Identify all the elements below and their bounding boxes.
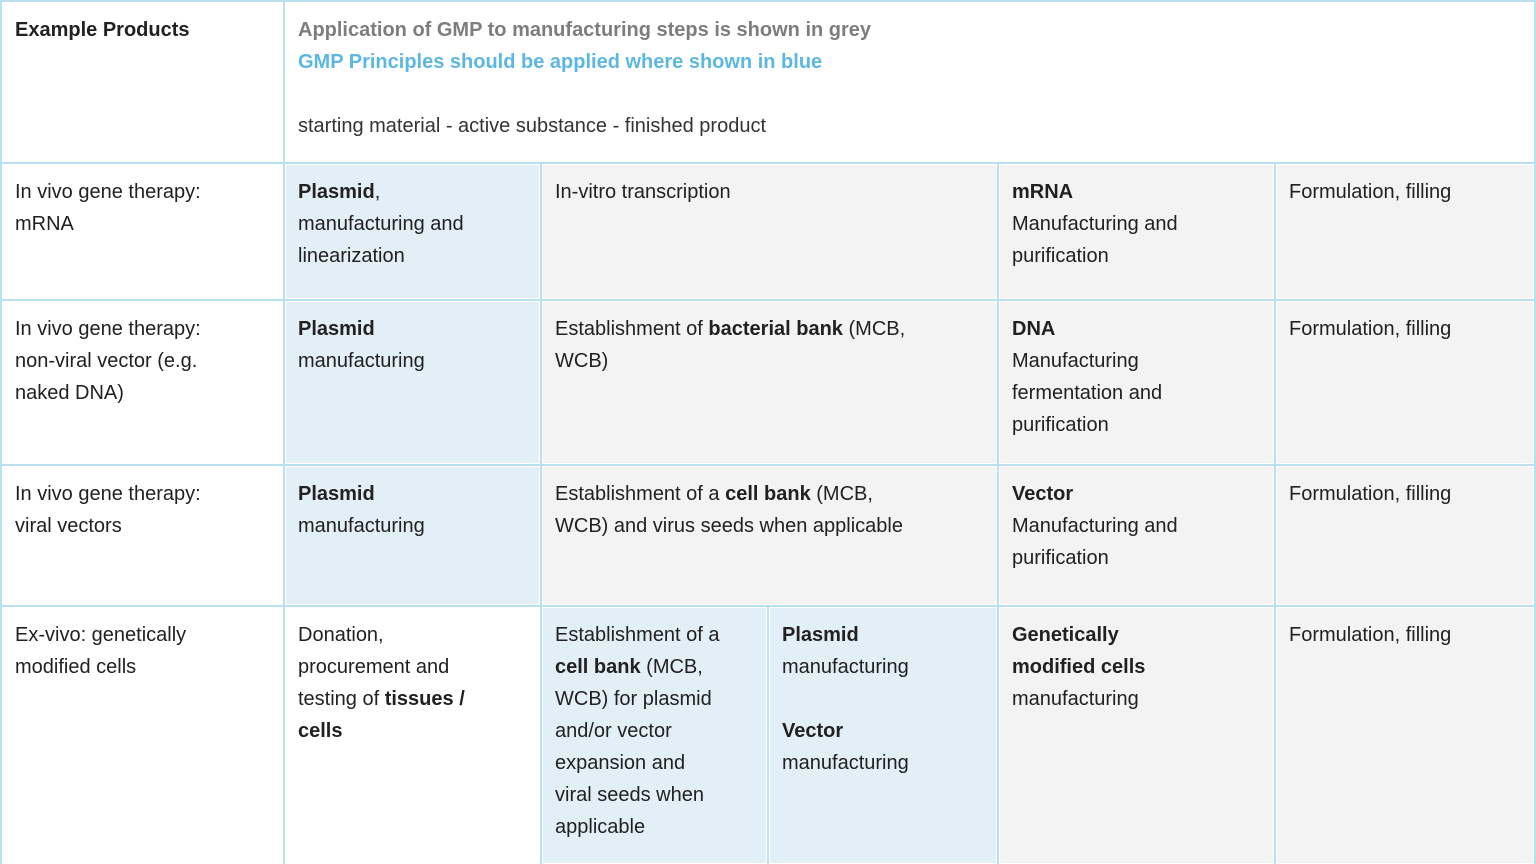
cell-text-segment: In vivo gene therapy: [15,483,201,505]
cell-text-segment: Formulation, filling [1289,181,1452,203]
cell-text-segment: modified cells [1012,656,1146,678]
table-cell-r3c3: Establishment of a cell bank (MCB, WCB) a… [542,466,997,605]
table-cell-r2c4: DNA Manufacturing fermentation and purifica… [999,301,1274,464]
table-cell-r2c2: Plasmid manufacturing [285,301,540,464]
cell-text-segment: purification [1012,547,1109,569]
cell-text-segment: testing of [298,688,385,710]
cell-text-segment: mRNA [15,213,74,235]
cell-text-segment: Establishment of a [555,483,726,505]
cell-text-segment: applicable [555,816,646,838]
cell-text-segment: Ex-vivo: genetically [15,624,187,646]
cell-text-segment: Establishment of [555,318,709,340]
cell-text-segment: and/or vector [555,720,672,742]
table-cell-r2c1: In vivo gene therapy: non-viral vector (e… [2,301,283,464]
cell-text-segment: WCB) [555,350,609,372]
cell-text-segment: cell bank [725,483,811,505]
cell-text-segment: cells [298,720,343,742]
cell-text-segment: manufacturing [1012,688,1139,710]
cell-text-segment: Manufacturing and [1012,213,1178,235]
cell-text-segment: Formulation, filling [1289,318,1452,340]
table-cell-r2c5: Formulation, filling [1276,301,1534,464]
cell-text-segment: Vector [782,720,844,742]
table-cell-r2c3: Establishment of bacterial bank (MCB, WCB… [542,301,997,464]
cell-text-segment: Plasmid [782,624,859,646]
cell-text-segment: In vivo gene therapy: [15,181,201,203]
cell-text-segment: purification [1012,245,1109,267]
cell-text-segment: viral vectors [15,515,122,537]
cell-text-segment: DNA [1012,318,1056,340]
cell-text-segment: viral seeds when [555,784,704,806]
cell-text-segment: linearization [298,245,405,267]
cell-text-segment: Donation, [298,624,384,646]
cell-text-segment: manufacturing [298,350,425,372]
cell-text-segment: Manufacturing [1012,350,1139,372]
cell-text-segment: Plasmid [298,318,375,340]
cell-text-segment: Manufacturing and [1012,515,1178,537]
cell-text-segment: modified cells [15,656,137,678]
cell-text-segment: bacterial bank [708,318,843,340]
cell-text-segment: Plasmid [298,181,375,203]
cell-text-segment: cell bank [555,656,641,678]
cell-text-segment: (MCB, [640,656,703,678]
cell-text-segment: naked DNA) [15,382,124,404]
cell-text-segment: Formulation, filling [1289,624,1452,646]
table-cell-r3c5: Formulation, filling [1276,466,1534,605]
cell-text-segment: Vector [1012,483,1074,505]
cell-text-segment: purification [1012,414,1109,436]
cell-text-segment: procurement and [298,656,450,678]
example-products-label: Example Products [15,19,190,41]
cell-text-segment: , [374,181,381,203]
cell-text-segment: (MCB, [842,318,906,340]
cell-text-segment: In-vitro transcription [555,181,731,203]
legend-blue-note: GMP Principles should be applied where s… [298,51,823,73]
table-cell-r4c4: Plasmid manufacturing Vector manufacturing [769,607,997,864]
cell-text-segment: WCB) and virus seeds when applicable [555,515,903,537]
cell-text-segment: In vivo gene therapy: [15,318,201,340]
table-cell-r4c1: Ex-vivo: genetically modified cells [2,607,283,864]
cell-text-segment: mRNA [1012,181,1074,203]
table-cell-r4c3: Establishment of a cell bank (MCB, WCB) fo… [542,607,767,864]
table-cell-r1c5: Formulation, filling [1276,164,1534,299]
cell-text-segment: Plasmid [298,483,375,505]
cell-text-segment: expansion and [555,752,686,774]
table-cell-r3c1: In vivo gene therapy: viral vectors [2,466,283,605]
table-cell-r3c4: Vector Manufacturing and purification [999,466,1274,605]
cell-text-segment: Formulation, filling [1289,483,1452,505]
table-cell-r3c2: Plasmid manufacturing [285,466,540,605]
legend-grey-note: Application of GMP to manufacturing step… [298,19,872,41]
cell-text-segment: manufacturing [782,752,909,774]
cell-text-segment: WCB) for plasmid [555,688,712,710]
cell-text-segment: non-viral vector (e.g. [15,350,198,372]
cell-text-segment: tissues / [384,688,465,710]
cell-text-segment: Establishment of a [555,624,720,646]
table-cell-r4c5: Genetically modified cells manufacturing [999,607,1274,864]
table-cell-r1c1: In vivo gene therapy: mRNA [2,164,283,299]
cell-text-segment: manufacturing [782,656,909,678]
legend-flow-line: starting material - active substance - f… [298,115,766,137]
table-cell-r1c3: In-vitro transcription [542,164,997,299]
cell-text-segment: (MCB, [810,483,873,505]
table-cell-r1c4: mRNA Manufacturing and purification [999,164,1274,299]
header-cell-example-products: Example Products [2,2,283,162]
cell-text-segment: fermentation and [1012,382,1163,404]
table-cell-r1c2: Plasmid, manufacturing and linearization [285,164,540,299]
header-cell-legend: Application of GMP to manufacturing step… [285,2,1534,162]
table-cell-r4c6: Formulation, filling [1276,607,1534,864]
cell-text-segment: manufacturing [298,515,425,537]
cell-text-segment: manufacturing and [298,213,464,235]
table-cell-r4c2: Donation, procurement and testing of tissu… [285,607,540,864]
cell-text-segment: Genetically [1012,624,1119,646]
